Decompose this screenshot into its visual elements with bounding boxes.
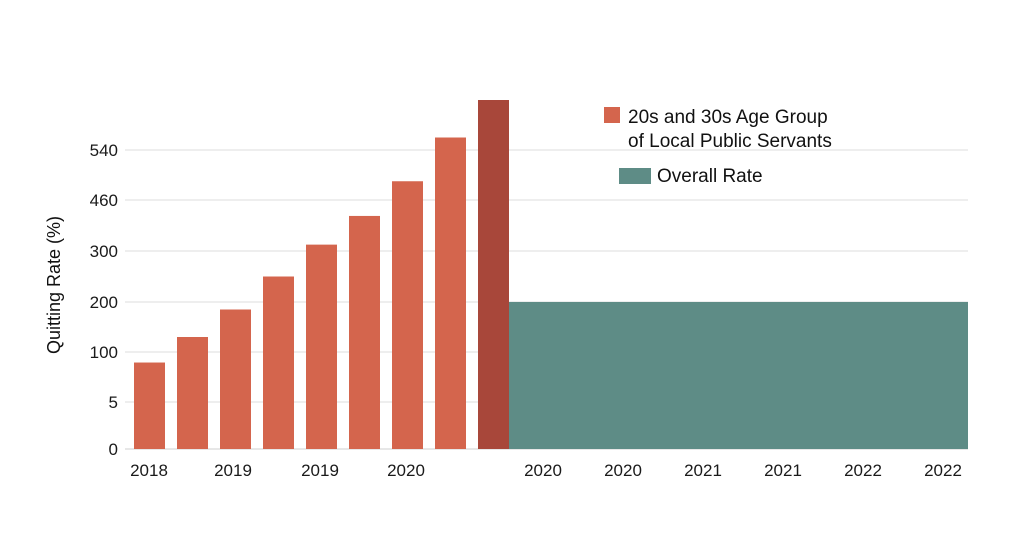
bar: [349, 215, 380, 449]
y-tick-label: 540: [90, 141, 118, 160]
x-tick-label: 2022: [844, 461, 882, 480]
bar: [435, 137, 466, 449]
bar: [263, 276, 294, 449]
y-tick-label: 460: [90, 191, 118, 210]
legend-label-overall-rate: Overall Rate: [657, 166, 763, 187]
legend-label-age-group-line2: of Local Public Servants: [628, 131, 832, 152]
x-tick-label: 2020: [387, 461, 425, 480]
legend: 20s and 30s Age Group of Local Public Se…: [604, 107, 832, 187]
x-tick-label: 2018: [130, 461, 168, 480]
y-tick-label: 100: [90, 343, 118, 362]
bar: [392, 181, 423, 449]
x-tick-label: 2020: [604, 461, 642, 480]
x-tick-label: 2020: [524, 461, 562, 480]
y-tick-label: 200: [90, 293, 118, 312]
bar: [220, 309, 251, 449]
y-axis-title: Quitting Rate (%): [44, 216, 64, 354]
bar: [177, 337, 208, 449]
bar: [478, 100, 509, 449]
legend-swatch-age-group: [604, 107, 620, 123]
overall-rate-area: [509, 302, 968, 449]
y-tick-label: 0: [109, 440, 118, 459]
x-tick-label: 2021: [684, 461, 722, 480]
y-axis-ticks: 0 5 100 200 300 460 540: [90, 141, 118, 459]
legend-swatch-overall-rate: [619, 168, 651, 184]
overall-rate-area-layer: [509, 302, 968, 449]
bars: [134, 100, 509, 449]
y-tick-label: 5: [109, 393, 118, 412]
bar: [134, 362, 165, 449]
x-tick-label: 2022: [924, 461, 962, 480]
bar: [306, 244, 337, 449]
x-tick-label: 2021: [764, 461, 802, 480]
legend-label-age-group-line1: 20s and 30s Age Group: [628, 107, 828, 128]
x-tick-label: 2019: [301, 461, 339, 480]
x-tick-label: 2019: [214, 461, 252, 480]
y-tick-label: 300: [90, 242, 118, 261]
x-axis-ticks: 2018 2019 2019 2020 2020 2020 2021 2021 2022 2022: [130, 461, 962, 480]
